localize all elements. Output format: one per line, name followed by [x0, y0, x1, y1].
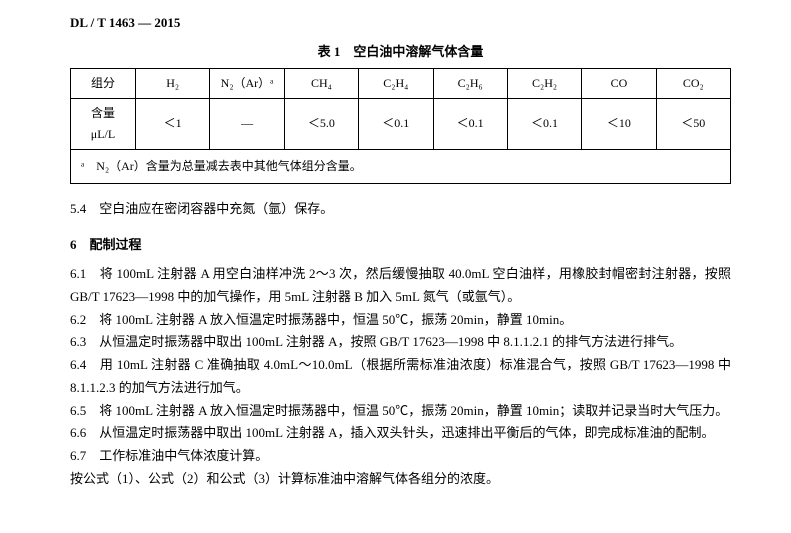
para-6-7: 6.7 工作标准油中气体浓度计算。	[70, 445, 731, 468]
header-cell: 组分	[71, 68, 136, 98]
row-label-cell: 含量 μL/L	[71, 98, 136, 149]
value-cell: ＜50	[656, 98, 730, 149]
para-6-6: 6.6 从恒温定时振荡器中取出 100mL 注射器 A，插入双头针头，迅速排出平…	[70, 422, 731, 445]
header-cell: CH₄	[284, 68, 358, 98]
header-cell: N₂（Ar）ᵃ	[210, 68, 284, 98]
gas-content-table: 组分 H₂ N₂（Ar）ᵃ CH₄ C₂H₄ C₂H₆ C₂H₂ CO CO₂ …	[70, 68, 731, 184]
para-formula: 按公式（1）、公式（2）和公式（3）计算标准油中溶解气体各组分的浓度。	[70, 468, 731, 491]
value-cell: —	[210, 98, 284, 149]
page-container: DL / T 1463 — 2015 表 1 空白油中溶解气体含量 组分 H₂ …	[0, 0, 791, 503]
para-6-2: 6.2 将 100mL 注射器 A 放入恒温定时振荡器中，恒温 50℃，振荡 2…	[70, 309, 731, 332]
header-cell: C₂H₂	[507, 68, 581, 98]
table-header-row: 组分 H₂ N₂（Ar）ᵃ CH₄ C₂H₄ C₂H₆ C₂H₂ CO CO₂	[71, 68, 731, 98]
table-title: 表 1 空白油中溶解气体含量	[70, 41, 731, 64]
section-6-heading: 6 配制过程	[70, 234, 731, 257]
value-cell: ＜5.0	[284, 98, 358, 149]
header-cell: H₂	[136, 68, 210, 98]
value-cell: ＜0.1	[433, 98, 507, 149]
header-cell: CO₂	[656, 68, 730, 98]
table-footnote-row: ᵃ N₂（Ar）含量为总量减去表中其他气体组分含量。	[71, 149, 731, 183]
value-cell: ＜1	[136, 98, 210, 149]
table-value-row: 含量 μL/L ＜1 — ＜5.0 ＜0.1 ＜0.1 ＜0.1 ＜10 ＜50	[71, 98, 731, 149]
para-6-3: 6.3 从恒温定时振荡器中取出 100mL 注射器 A，按照 GB/T 1762…	[70, 331, 731, 354]
para-6-1: 6.1 将 100mL 注射器 A 用空白油样冲洗 2～3 次，然后缓慢抽取 4…	[70, 263, 731, 309]
value-cell: ＜0.1	[507, 98, 581, 149]
para-6-4: 6.4 用 10mL 注射器 C 准确抽取 4.0mL～10.0mL（根据所需标…	[70, 354, 731, 400]
table-footnote: ᵃ N₂（Ar）含量为总量减去表中其他气体组分含量。	[71, 149, 731, 183]
section-5-4: 5.4 空白油应在密闭容器中充氮（氩）保存。	[70, 198, 731, 221]
para-6-5: 6.5 将 100mL 注射器 A 放入恒温定时振荡器中，恒温 50℃，振荡 2…	[70, 400, 731, 423]
header-cell: C₂H₄	[359, 68, 433, 98]
value-cell: ＜0.1	[359, 98, 433, 149]
document-id: DL / T 1463 — 2015	[70, 12, 731, 35]
value-cell: ＜10	[582, 98, 656, 149]
header-cell: CO	[582, 68, 656, 98]
header-cell: C₂H₆	[433, 68, 507, 98]
